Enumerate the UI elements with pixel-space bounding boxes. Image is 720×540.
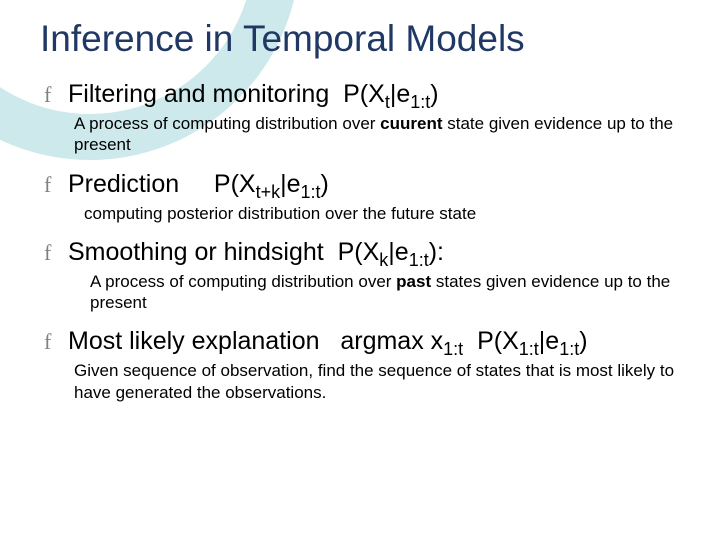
slide-title: Inference in Temporal Models bbox=[40, 18, 680, 60]
bullet-heading: Smoothing or hindsight P(Xk|e1:t): bbox=[68, 238, 680, 267]
bullet-description: A process of computing distribution over… bbox=[90, 271, 680, 314]
slide: Inference in Temporal Models fFiltering … bbox=[0, 0, 720, 540]
bullet-item: fSmoothing or hindsight P(Xk|e1:t): bbox=[44, 238, 680, 267]
bullet-item: fFiltering and monitoring P(Xt|e1:t) bbox=[44, 80, 680, 109]
bullet-item: fMost likely explanation argmax x1:t P(X… bbox=[44, 327, 680, 356]
bullet-heading: Filtering and monitoring P(Xt|e1:t) bbox=[68, 80, 680, 109]
bullet-glyph-icon: f bbox=[44, 174, 68, 196]
bullet-heading: Most likely explanation argmax x1:t P(X1… bbox=[68, 327, 680, 356]
bullet-glyph-icon: f bbox=[44, 242, 68, 264]
bullet-description: A process of computing distribution over… bbox=[74, 113, 680, 156]
bullet-description: computing posterior distribution over th… bbox=[84, 203, 680, 224]
slide-content: Inference in Temporal Models fFiltering … bbox=[40, 18, 680, 403]
bullet-glyph-icon: f bbox=[44, 331, 68, 353]
bullet-description: Given sequence of observation, find the … bbox=[74, 360, 680, 403]
bullet-item: fPrediction P(Xt+k|e1:t) bbox=[44, 170, 680, 199]
bullet-heading: Prediction P(Xt+k|e1:t) bbox=[68, 170, 680, 199]
bullet-list: fFiltering and monitoring P(Xt|e1:t)A pr… bbox=[40, 80, 680, 403]
bullet-glyph-icon: f bbox=[44, 84, 68, 106]
